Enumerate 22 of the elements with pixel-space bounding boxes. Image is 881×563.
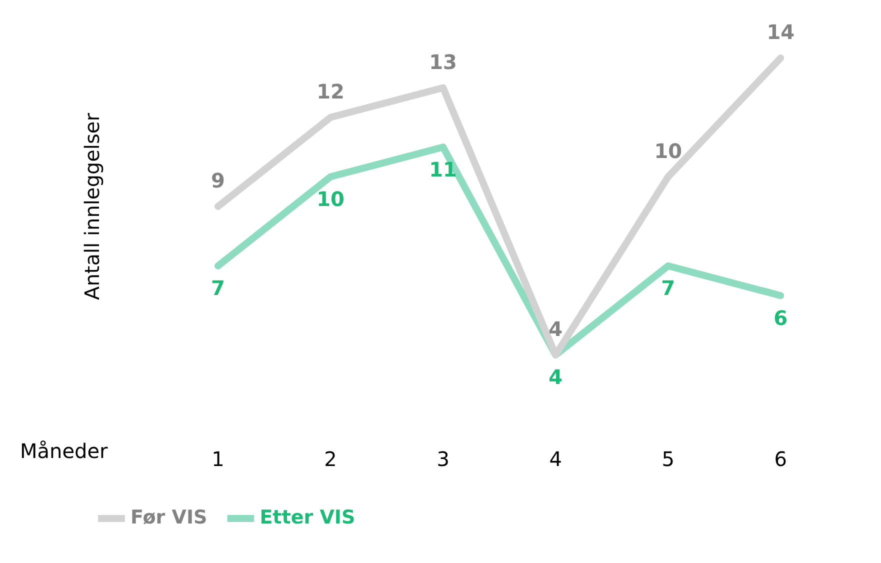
x-tick-label: 5: [662, 447, 674, 472]
data-label: 4: [548, 365, 563, 390]
data-label: 7: [661, 276, 676, 300]
data-label: 4: [548, 317, 563, 342]
legend-label: Før VIS: [130, 506, 208, 528]
x-tick-label: 6: [774, 447, 788, 472]
x-tick-label: 3: [436, 447, 450, 472]
data-label: 9: [211, 168, 225, 193]
data-label: 14: [766, 20, 795, 44]
data-label: 6: [774, 306, 788, 330]
data-label: 11: [429, 157, 457, 182]
x-tick-label: 4: [549, 447, 562, 472]
data-label: 7: [211, 276, 225, 300]
x-tick-label: 2: [324, 447, 337, 472]
data-label: 10: [654, 139, 682, 164]
legend-label: Etter VIS: [260, 506, 356, 528]
data-label: 10: [316, 187, 344, 212]
x-axis-title: Måneder: [20, 439, 108, 464]
y-axis-title: Antall innleggelser: [80, 112, 104, 300]
x-tick-label: 1: [212, 447, 224, 472]
data-label: 12: [316, 80, 344, 104]
data-label: 13: [429, 50, 457, 74]
